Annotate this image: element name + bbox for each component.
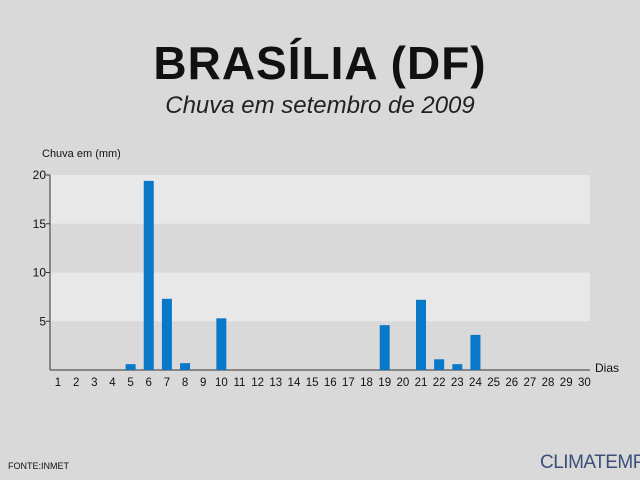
x-tick-label: 2 xyxy=(73,377,79,389)
x-tick-label: 21 xyxy=(415,377,428,389)
x-tick-label: 10 xyxy=(215,377,228,389)
x-tick-label: 6 xyxy=(146,377,152,389)
x-tick-label: 5 xyxy=(127,377,133,389)
x-tick-label: 15 xyxy=(306,377,319,389)
x-tick-label: 7 xyxy=(164,377,170,389)
x-tick-label: 4 xyxy=(109,377,116,389)
x-tick-label: 25 xyxy=(487,377,500,389)
x-tick-label: 24 xyxy=(469,377,482,389)
bar-day-6 xyxy=(143,180,154,370)
x-tick-label: 28 xyxy=(542,377,555,389)
bar-day-5 xyxy=(125,364,136,370)
x-tick-label: 23 xyxy=(451,377,464,389)
x-tick-label: 1 xyxy=(55,377,61,389)
x-tick-label: 14 xyxy=(288,377,301,389)
bar-day-21 xyxy=(416,299,426,370)
x-tick-label: 26 xyxy=(505,377,518,389)
bar-day-22 xyxy=(434,359,445,370)
y-tick-label: 20 xyxy=(33,168,47,182)
chart-subtitle: Chuva em setembro de 2009 xyxy=(165,92,475,119)
x-tick-label: 27 xyxy=(524,377,537,389)
y-axis-label: Chuva em (mm) xyxy=(42,148,121,160)
x-tick-label: 19 xyxy=(378,377,391,389)
bar-day-23 xyxy=(452,364,463,370)
chart-title: BRASÍLIA (DF) xyxy=(153,37,487,89)
source-note: FONTE:INMET xyxy=(8,461,69,471)
x-tick-label: 9 xyxy=(200,377,206,389)
x-tick-label: 3 xyxy=(91,377,97,389)
x-tick-label: 16 xyxy=(324,377,337,389)
grid-band xyxy=(50,175,590,224)
grid-band xyxy=(50,272,590,322)
bar-day-19 xyxy=(379,325,390,370)
bar-day-8 xyxy=(180,363,191,370)
y-tick-label: 15 xyxy=(33,217,47,231)
x-tick-label: 20 xyxy=(396,377,409,389)
brand-logo: CLIMATEMPO xyxy=(540,452,640,473)
bar-day-24 xyxy=(470,334,481,370)
x-tick-label: 17 xyxy=(342,377,355,389)
x-axis-label: Dias xyxy=(595,361,619,375)
bar-day-10 xyxy=(216,318,227,370)
x-tick-label: 22 xyxy=(433,377,446,389)
x-tick-label: 13 xyxy=(269,377,282,389)
x-tick-label: 12 xyxy=(251,377,264,389)
bar-day-7 xyxy=(161,298,172,370)
x-tick-label: 29 xyxy=(560,377,573,389)
x-tick-label: 8 xyxy=(182,377,188,389)
x-tick-label: 11 xyxy=(234,377,246,389)
y-tick-label: 5 xyxy=(39,314,46,328)
y-tick-label: 10 xyxy=(33,266,47,280)
x-tick-label: 18 xyxy=(360,377,373,389)
x-tick-label: 30 xyxy=(578,377,591,389)
